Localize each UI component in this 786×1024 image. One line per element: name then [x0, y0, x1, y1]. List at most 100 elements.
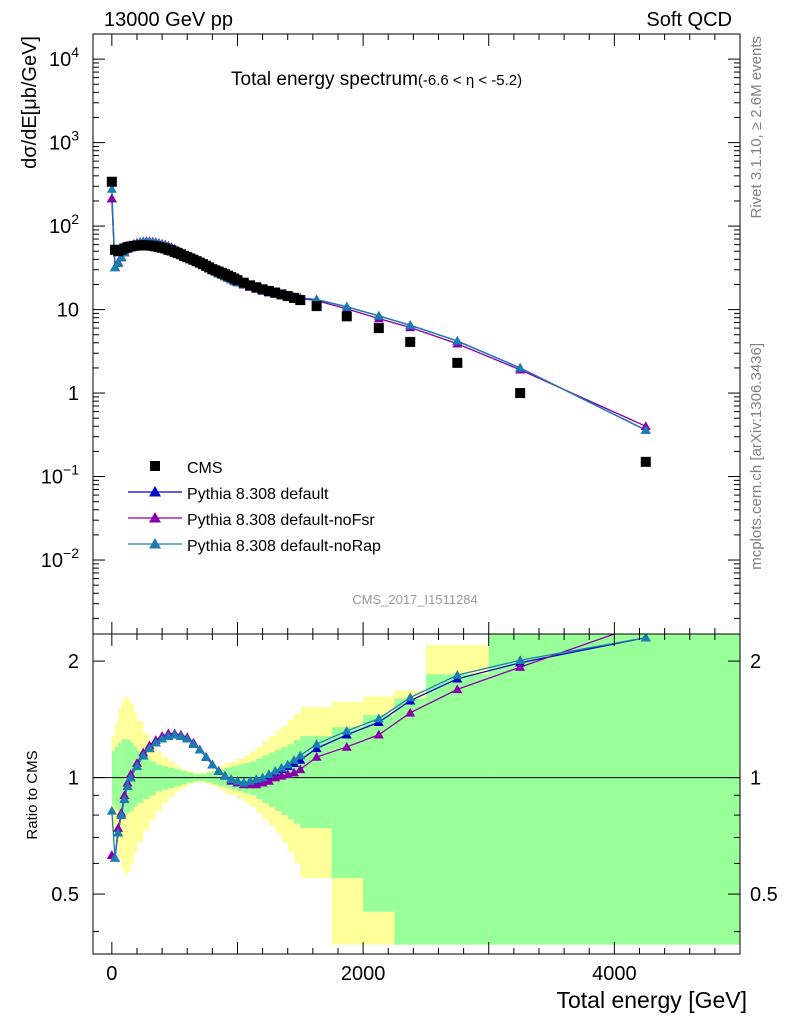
ratio-point-1: [373, 729, 384, 739]
cms-point: [238, 277, 249, 288]
ratio-x-axis: 0 2000 4000: [106, 634, 741, 985]
ratio-band-inner: [124, 738, 128, 816]
cms-point: [452, 357, 463, 368]
cms-point: [257, 284, 268, 295]
ratio-band-inner: [281, 746, 288, 816]
ratio-point-1: [515, 662, 526, 671]
rivet-version-label: Rivet 3.1.10, ≥ 2.6M events: [748, 36, 765, 219]
main-y-tick-label: 104: [49, 44, 79, 71]
ratio-band-inner: [294, 740, 301, 824]
cms-point: [311, 301, 322, 312]
ratio-point-2: [295, 750, 306, 760]
ratio-point-2: [226, 774, 237, 784]
legend-marker-2: [149, 512, 161, 523]
cms-point: [515, 388, 526, 399]
cms-point: [289, 292, 300, 303]
ratio-y-axis-label: Ratio to CMS: [24, 750, 41, 839]
header-process-label: Soft QCD: [646, 9, 732, 31]
ratio-band-inner: [133, 746, 137, 807]
main-x-axis: [111, 34, 741, 634]
analysis-tag: CMS_2017_I1511284: [352, 592, 478, 607]
ratio-plot-frame: [92, 633, 741, 955]
ratio-y-tick-label-right: 0.5: [750, 884, 778, 906]
ratio-point-2: [106, 805, 117, 815]
ratio-band-inner: [551, 634, 740, 945]
ratio-point-2: [257, 772, 268, 782]
main-title-suffix: (-6.6 < η < -5.2): [418, 72, 522, 89]
ratio-point-2: [219, 770, 230, 780]
main-title: Total energy spectrum(-6.6 < η < -5.2): [231, 69, 522, 90]
cms-point: [640, 456, 651, 467]
cms-point: [245, 280, 256, 291]
legend-marker-1: [149, 486, 161, 497]
ratio-point-2: [169, 729, 180, 739]
mcplots-label: mcplots.cern.ch [arXiv:1306.3436]: [748, 343, 765, 570]
ratio-point-2: [138, 750, 149, 760]
ratio-x-tick-label: 0: [106, 963, 117, 985]
ratio-point-2: [207, 759, 218, 769]
ratio-band-inner: [243, 763, 251, 794]
ratio-y-tick-label: 2: [68, 651, 79, 673]
cms-point: [341, 311, 352, 322]
series-point-3: [106, 184, 117, 193]
ratio-bands: [111, 634, 740, 945]
ratio-series-layer: [106, 634, 651, 862]
cms-point: [276, 289, 287, 300]
ratio-point-0: [295, 755, 306, 764]
ratio-point-2: [452, 670, 463, 679]
series-line-3: [111, 189, 647, 431]
main-y-tick-label: 102: [49, 211, 79, 238]
ratio-point-2: [113, 827, 124, 837]
cms-point: [270, 287, 281, 298]
ratio-point-1: [405, 707, 416, 717]
series-point-3: [116, 252, 127, 262]
series-point-3: [452, 336, 463, 345]
cms-point: [106, 176, 117, 187]
series-point-3: [405, 320, 416, 329]
ratio-point-2: [144, 743, 155, 753]
main-y-tick-label: 1: [68, 383, 79, 405]
legend-marker-cms: [150, 461, 160, 471]
ratio-point-2: [232, 775, 243, 785]
ratio-point-2: [109, 852, 120, 862]
ratio-point-2: [276, 762, 287, 772]
ratio-y-tick-label-right: 2: [750, 651, 761, 673]
ratio-point-2: [201, 752, 212, 761]
cms-point: [251, 282, 262, 293]
main-y-tick-label: 10−2: [41, 545, 79, 572]
cms-point: [263, 285, 274, 296]
ratio-point-2: [150, 737, 161, 747]
ratio-point-2: [263, 769, 274, 779]
ratio-point-1: [113, 823, 124, 832]
ratio-point-1: [289, 767, 300, 777]
ratio-band-inner: [363, 715, 395, 912]
ratio-band-inner: [488, 634, 552, 945]
cms-point: [295, 295, 306, 306]
ratio-panel: 0.5 0.5 1 1 2 2 0 2000 4000 Ratio to CMS Total …: [24, 633, 778, 1013]
ratio-point-2: [282, 759, 293, 769]
ratio-band-inner: [136, 751, 144, 803]
series-point-3: [515, 362, 526, 372]
ratio-point-2: [182, 733, 193, 743]
main-y-axis-label: dσ/dE[μb/GeV]: [19, 36, 41, 169]
ratio-band-inner: [394, 698, 426, 945]
ratio-point-2: [194, 744, 205, 754]
ratio-band-inner: [237, 764, 244, 792]
ratio-point-1: [341, 741, 352, 751]
ratio-point-2: [131, 761, 142, 770]
ratio-point-2: [373, 713, 384, 723]
cms-point: [405, 336, 416, 347]
series-point-3: [113, 258, 124, 267]
x-axis-label: Total energy [GeV]: [557, 987, 748, 1013]
ratio-band-inner: [155, 764, 163, 792]
series-point-3: [373, 310, 384, 320]
main-y-tick-label: 10−1: [41, 462, 79, 489]
ratio-x-tick-label: 2000: [341, 963, 386, 985]
main-title-text: Total energy spectrum: [231, 69, 418, 90]
ratio-point-1: [452, 684, 463, 694]
series-point-3: [341, 301, 352, 311]
ratio-point-2: [157, 733, 168, 743]
